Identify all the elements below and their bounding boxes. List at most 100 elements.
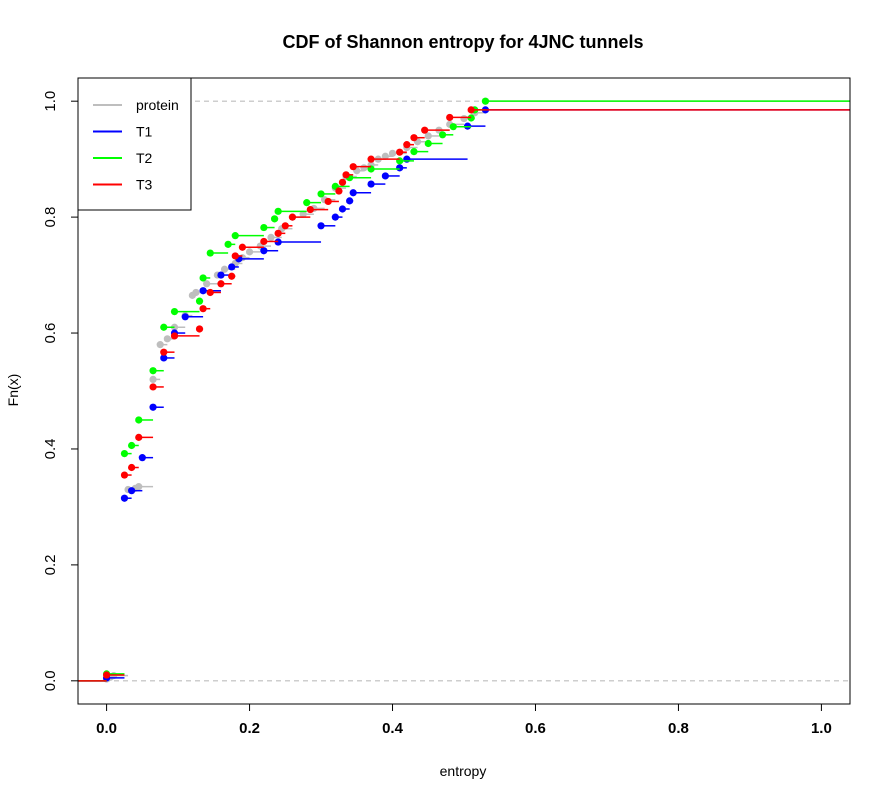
data-point: [288, 213, 297, 221]
legend-label-t1: T1: [136, 124, 153, 140]
chart-title: CDF of Shannon entropy for 4JNC tunnels: [282, 32, 643, 52]
data-point: [410, 134, 418, 142]
data-point: [199, 274, 207, 282]
data-point: [170, 332, 179, 340]
series-layer: [78, 97, 850, 683]
data-point: [120, 471, 129, 479]
data-point: [403, 155, 411, 163]
data-point: [228, 263, 236, 271]
data-point: [349, 163, 357, 171]
data-point: [206, 249, 214, 257]
data-point: [467, 106, 475, 114]
data-point: [231, 232, 239, 240]
data-point: [324, 197, 332, 206]
data-point: [303, 199, 311, 207]
y-tick-label: 1.0: [42, 91, 59, 112]
data-point: [281, 222, 289, 230]
data-point: [335, 187, 343, 195]
data-point: [338, 205, 347, 213]
data-point: [317, 222, 325, 230]
x-tick-label: 0.4: [382, 720, 404, 737]
series-protein: [78, 97, 850, 683]
data-point: [338, 178, 347, 186]
data-point: [446, 113, 454, 122]
data-point: [149, 367, 157, 375]
y-tick-label: 0.4: [42, 439, 59, 460]
data-point: [396, 148, 404, 156]
data-point: [149, 403, 157, 411]
data-point: [260, 237, 268, 246]
legend: protein T1 T2 T3: [77, 77, 192, 211]
y-tick-label: 0.8: [42, 207, 59, 228]
data-point: [421, 126, 429, 134]
x-axis: 0.0 0.2 0.4 0.6 0.8 1.0: [96, 703, 832, 737]
data-point: [195, 325, 204, 333]
data-point: [149, 383, 157, 391]
data-point: [102, 671, 111, 679]
data-point: [360, 164, 368, 172]
data-point: [228, 272, 236, 280]
data-point: [135, 433, 143, 441]
y-tick-label: 0.2: [42, 554, 59, 575]
data-point: [199, 287, 207, 295]
y-tick-label: 0.6: [42, 323, 59, 344]
data-point: [203, 280, 211, 288]
data-point: [220, 265, 229, 273]
data-point: [274, 229, 282, 237]
data-point: [346, 197, 354, 205]
data-point: [135, 416, 143, 424]
x-tick-label: 0.2: [239, 720, 260, 737]
data-point: [224, 240, 232, 248]
data-point: [274, 207, 282, 215]
series-t3: [78, 106, 850, 682]
data-point: [160, 354, 168, 362]
data-point: [367, 180, 375, 188]
data-point: [160, 348, 168, 356]
data-point: [270, 215, 279, 223]
data-point: [349, 189, 357, 197]
data-point: [128, 441, 136, 450]
data-point: [156, 341, 164, 349]
legend-label-t3: T3: [136, 177, 153, 193]
data-point: [149, 375, 157, 384]
x-tick-label: 0.0: [96, 720, 117, 737]
data-point: [367, 155, 375, 163]
data-point: [120, 450, 129, 458]
x-tick-label: 0.8: [668, 720, 689, 737]
data-point: [128, 463, 136, 472]
legend-box: [77, 77, 192, 211]
data-point: [231, 252, 239, 260]
data-point: [299, 210, 307, 218]
data-point: [481, 97, 490, 105]
data-point: [381, 152, 389, 160]
y-tick-label: 0.0: [42, 670, 59, 691]
y-axis: 0.0 0.2 0.4 0.6 0.8 1.0: [42, 91, 78, 691]
data-point: [181, 313, 189, 321]
reference-lines: [78, 100, 850, 682]
data-point: [306, 205, 314, 214]
data-point: [138, 454, 146, 462]
data-point: [120, 494, 129, 502]
data-point: [388, 149, 397, 157]
series-t1: [78, 106, 850, 682]
data-point: [449, 123, 457, 131]
data-point: [396, 157, 404, 165]
data-point: [424, 132, 432, 140]
data-point: [217, 280, 225, 288]
data-point: [245, 248, 254, 256]
data-point: [342, 171, 350, 179]
data-point: [135, 483, 143, 491]
data-point: [195, 297, 204, 305]
series-t2: [78, 97, 850, 682]
data-point: [410, 148, 418, 156]
data-point: [170, 307, 179, 316]
data-point: [206, 288, 214, 297]
data-point: [381, 172, 389, 180]
x-tick-label: 0.6: [525, 720, 546, 737]
data-point: [396, 164, 404, 172]
x-axis-label: entropy: [440, 763, 487, 779]
data-point: [331, 213, 339, 221]
data-point: [163, 335, 171, 343]
